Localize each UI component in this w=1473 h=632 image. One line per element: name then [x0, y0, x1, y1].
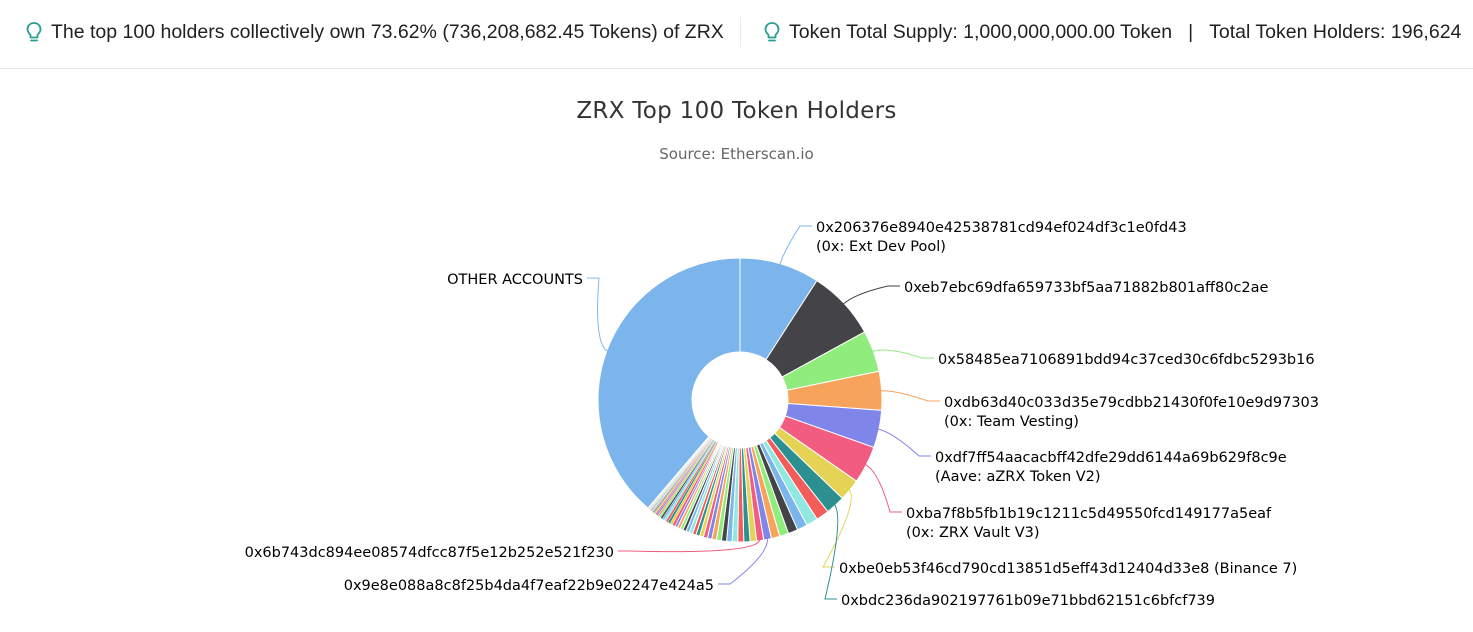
data-label-connector [876, 428, 931, 457]
supply-info: Token Total Supply: 1,000,000,000.00 Tok… [763, 17, 1461, 47]
data-label-connector [587, 277, 609, 353]
data-sublabel: (0x: Team Vesting) [944, 414, 1079, 430]
lightbulb-icon [26, 22, 42, 42]
summary-divider [740, 17, 741, 47]
top-holders-text: The top 100 holders collectively own 73.… [51, 20, 724, 43]
data-label-connector [824, 503, 839, 600]
chart-subtitle: Source: Etherscan.io [659, 145, 814, 163]
data-label-connector [779, 225, 812, 266]
data-label-connector [871, 349, 934, 359]
data-label: 0x9e8e088a8c8f25b4da4f7eaf22b9e02247e424… [344, 578, 714, 594]
data-label: OTHER ACCOUNTS [447, 272, 583, 288]
data-label: 0x58485ea7106891bdd94c37ced30c6fdbc5293b… [938, 352, 1315, 368]
data-label: 0x206376e8940e42538781cd94ef024df3c1e0fd… [816, 220, 1187, 236]
data-label: 0xdb63d40c033d35e79cdbb21430f0fe10e9d973… [944, 395, 1319, 411]
data-sublabel: (Aave: aZRX Token V2) [935, 469, 1101, 485]
data-label-connector [618, 538, 761, 553]
data-label-connector [718, 537, 768, 585]
pie-slice[interactable] [597, 257, 741, 509]
data-label: 0xbe0eb53f46cd790cd13851d5eff43d12404d33… [839, 561, 1297, 577]
data-label: 0xbdc236da902197761b09e71bbd62151c6bfcf7… [841, 593, 1215, 609]
data-label-connector [842, 285, 900, 306]
chart-title: ZRX Top 100 Token Holders [576, 98, 897, 124]
data-label: 0x6b743dc894ee08574dfcc87f5e12b252e521f2… [245, 545, 614, 561]
data-label: 0xdf7ff54aacacbff42dfe29dd6144a69b629f8c… [935, 450, 1287, 466]
data-label: 0xeb7ebc69dfa659733bf5aa71882b801aff80c2… [904, 280, 1269, 296]
total-supply-text: Token Total Supply: 1,000,000,000.00 Tok… [789, 20, 1173, 43]
top-holders-info: The top 100 holders collectively own 73.… [25, 17, 724, 47]
data-sublabel: (0x: ZRX Vault V3) [906, 525, 1040, 541]
summary-separator: | [1188, 20, 1194, 43]
data-label-connector [879, 390, 940, 402]
data-label-connector [822, 488, 852, 568]
lightbulb-icon [764, 22, 780, 42]
holders-summary-bar: The top 100 holders collectively own 73.… [0, 0, 1473, 69]
data-label: 0xba7f8b5fb1b19c1211c5d49550fcd149177a5e… [906, 506, 1272, 522]
data-sublabel: (0x: Ext Dev Pool) [816, 239, 946, 255]
data-label-connector [864, 463, 902, 513]
total-holders-text: Total Token Holders: 196,624 [1209, 20, 1462, 43]
